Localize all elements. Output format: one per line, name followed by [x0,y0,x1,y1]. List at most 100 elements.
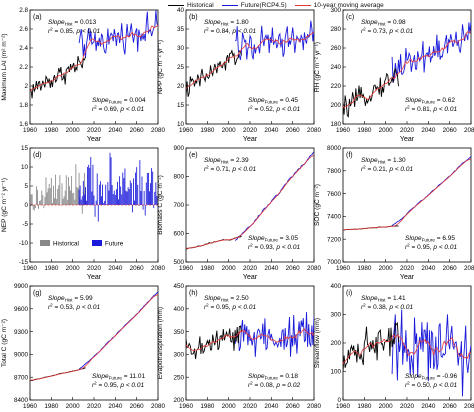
bar-future [130,183,132,205]
y-tick-label: 2.2 [19,64,28,71]
bar-future [108,190,110,205]
plot-frame [185,147,315,263]
y-tick-label: 15 [21,145,29,152]
bar-future [140,191,142,205]
x-axis-label: Year [400,274,415,281]
series-moving-average [30,294,158,381]
bar-future [106,204,108,205]
series-moving-average [343,333,471,365]
x-tick-label: 2000 [222,403,237,410]
bar-future [97,205,99,222]
bar-historical [37,189,38,205]
panel-label: (d) [33,152,42,159]
x-tick-label: 2060 [443,127,458,134]
x-tick-label: 2080 [307,403,322,410]
panel-c: 180 200 220 240 260 280 300 1960 1980 2000 2020 204… [314,7,474,143]
bar-future [151,168,153,205]
annotation-slope: SlopeFuture = 0.62 [405,97,455,105]
panel-label: (c) [346,14,354,21]
y-tick-label: 8400 [14,397,29,404]
bar-historical [73,192,75,205]
x-tick-label: 2020 [400,265,415,272]
bar-historical [44,196,46,205]
x-tick-label: 1980 [200,403,215,410]
y-tick-label: 9900 [14,283,29,290]
y-tick-label: 20 [177,83,185,90]
annotation-r2: r2 = 0.73, p < 0.01 [361,27,413,36]
x-tick-label: 2080 [151,265,166,272]
x-tick-label: 2080 [151,403,166,410]
bar-historical [81,205,83,214]
series-moving-average [186,154,314,249]
annotation-slope: SlopeHist = 2.39 [204,157,249,165]
annotation-slope: SlopeFuture = -0.96 [405,373,458,381]
y-tick-label: 600 [173,231,184,238]
y-tick-label: -10 [19,240,29,247]
y-tick-label: 240 [330,64,341,71]
bar-historical [57,188,59,205]
bar-historical [72,193,74,205]
bar-future [156,196,158,205]
x-tick-label: 2040 [264,265,279,272]
annotation-slope: SlopeFuture = 11.01 [92,373,145,381]
series-historical [343,68,399,118]
bar-historical [54,198,55,205]
panel-g: 8400 8700 9000 9300 9600 9900 1960 1980 2000 2020… [1,283,166,410]
bar-historical [48,183,50,205]
x-tick-label: 2080 [307,127,322,134]
y-axis-label: Total C (gC m⁻²) [1,319,8,367]
y-tick-label: 200 [330,102,341,109]
annotation-slope: SlopeFuture = 0.004 [92,97,146,105]
bar-future [81,196,83,205]
annotation-slope: SlopeHist = 1.80 [204,19,249,27]
y-axis-label: NPP (gC m⁻² yr⁻¹) [157,40,164,94]
series-moving-average [186,328,314,352]
y-tick-label: 450 [173,283,184,290]
plot-area [30,291,158,382]
y-tick-label: -5 [22,221,28,228]
bar-future [101,196,102,205]
bar-future [87,167,89,205]
y-tick-label: 9300 [14,329,29,336]
bar-future [91,191,93,205]
series-moving-average [186,31,314,90]
panel-label: (h) [189,290,198,297]
y-axis-label: NEP (gC m⁻² yr⁻¹) [1,178,8,232]
y-tick-label: 300 [173,352,184,359]
annotation-r2: r2 = 0.52, p < 0.01 [248,105,300,114]
series-future [78,10,158,58]
bar-historical [61,183,63,205]
bar-historical [80,205,82,206]
bar-historical [55,174,57,205]
y-tick-label: 7400 [327,214,342,221]
x-tick-label: 2060 [286,265,301,272]
bar-historical [75,164,77,205]
x-tick-label: 1980 [200,265,215,272]
bar-future [105,184,107,205]
x-tick-label: 2000 [66,127,81,134]
bar-historical [66,199,68,205]
annotation-r2: r2 = 0.84, p < 0.01 [204,27,256,36]
bar-future [155,182,157,205]
bar-future [157,205,158,209]
bar-future [118,199,119,205]
x-tick-label: 1980 [357,265,372,272]
x-axis-label: Year [400,136,415,143]
y-axis-label: RH (gC m⁻² yr⁻¹) [314,42,321,92]
bar-historical [40,200,42,205]
bar-future [113,190,115,205]
series-future [391,309,471,397]
x-tick-label: 2040 [421,403,436,410]
bar-future [117,181,118,205]
bar-future [137,184,139,205]
x-tick-label: 1960 [179,127,194,134]
annotation-r2: r2 = 0.08, p = 0.02 [248,381,300,390]
x-tick-label: 2020 [243,127,258,134]
bar-future [126,191,128,205]
